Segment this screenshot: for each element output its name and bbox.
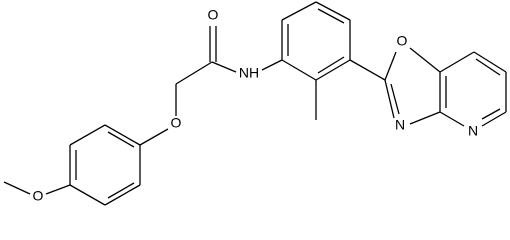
bond: [281, 59, 317, 81]
bond: [211, 61, 237, 73]
atom-label: O: [208, 7, 219, 23]
bond: [481, 111, 507, 127]
atom-label: N: [395, 117, 405, 133]
bond: [175, 61, 213, 85]
bond: [104, 124, 141, 146]
bond: [107, 131, 135, 148]
atom-label: O: [171, 115, 182, 131]
bond: [390, 83, 400, 115]
bond: [409, 111, 441, 125]
bond: [139, 128, 169, 146]
atom-label: NH: [239, 65, 259, 81]
bond: [384, 79, 395, 119]
bond: [69, 184, 106, 206]
bond: [3, 181, 31, 195]
atom-label: O: [397, 33, 408, 49]
bond: [315, 1, 351, 21]
bond: [315, 59, 351, 81]
bond: [317, 56, 345, 74]
bond: [475, 58, 501, 76]
bond: [317, 8, 345, 24]
bond: [409, 47, 441, 73]
atom-label: O: [33, 188, 44, 204]
bond: [69, 124, 106, 146]
atom-label: N: [468, 123, 478, 139]
bond: [349, 59, 386, 81]
bond: [384, 51, 397, 81]
bond: [439, 111, 465, 127]
bond: [281, 1, 317, 21]
bond: [45, 184, 71, 195]
bond: [473, 51, 507, 73]
bond: [104, 184, 141, 206]
bond: [107, 182, 135, 199]
molecule-diagram: O NH O O O N N: [3, 1, 507, 206]
bonds: [3, 1, 507, 206]
bond: [261, 59, 283, 71]
bond: [481, 108, 501, 120]
bond: [439, 51, 475, 73]
